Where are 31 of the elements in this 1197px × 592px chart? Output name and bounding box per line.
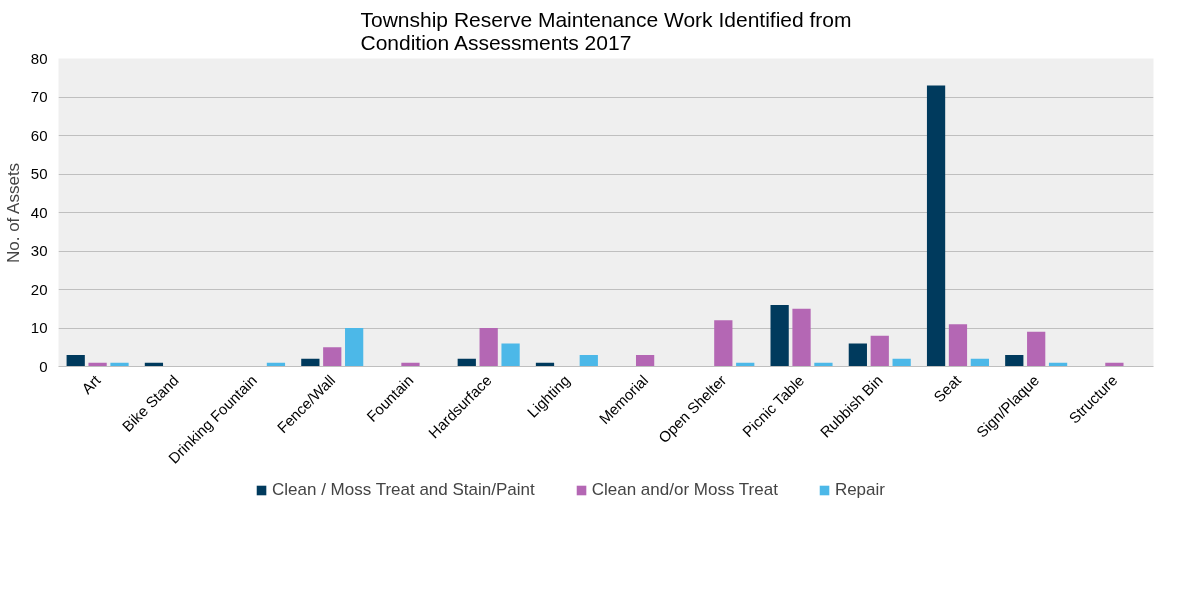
bar xyxy=(579,354,598,367)
bar xyxy=(345,328,364,367)
y-tick-label: 60 xyxy=(30,126,48,144)
y-axis-title: No. of Assets xyxy=(3,162,23,264)
bar xyxy=(501,343,520,367)
legend-label: Clean and/or Moss Treat xyxy=(591,480,778,500)
legend-label: Clean / Moss Treat and Stain/Paint xyxy=(272,480,535,500)
y-tick-label: 10 xyxy=(30,319,48,336)
bar xyxy=(870,335,889,367)
y-tick-label: 50 xyxy=(30,165,48,182)
bar xyxy=(1005,354,1024,367)
bar xyxy=(66,354,85,367)
bar xyxy=(948,324,968,367)
bar xyxy=(323,347,342,367)
bar xyxy=(770,304,789,367)
y-tick-label: 70 xyxy=(30,88,48,105)
bar xyxy=(848,343,867,367)
bar xyxy=(635,354,655,367)
y-tick-label: 80 xyxy=(30,49,48,67)
y-tick-label: 30 xyxy=(30,242,48,259)
y-tick-label: 20 xyxy=(30,280,48,298)
legend-label: Repair xyxy=(834,480,885,500)
bar xyxy=(714,320,733,367)
bar xyxy=(479,328,498,367)
bar xyxy=(1027,331,1046,367)
y-tick-label: 40 xyxy=(30,203,48,221)
chart-title: Township Reserve Maintenance Work Identified from Condition Assessments 2017 xyxy=(360,7,852,54)
bar xyxy=(926,85,946,367)
y-tick-label: 0 xyxy=(39,357,48,375)
bar xyxy=(792,308,811,367)
x-tick-label: Art xyxy=(78,370,105,398)
